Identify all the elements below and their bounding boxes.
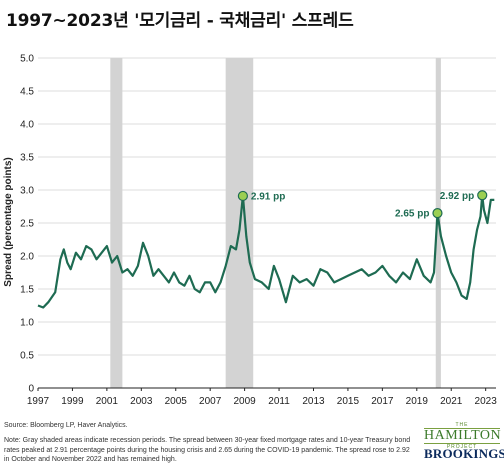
chart-area: 0 0.5 1.0 1.5 2.0 2.5 3.0 3.5 4.0 4.5 5.0 1997 1999… xyxy=(3,54,497,408)
x-tick-label: 1999 xyxy=(61,396,84,407)
x-tick-label: 2017 xyxy=(371,396,394,407)
y-tick-label: 2.5 xyxy=(20,219,34,230)
y-axis-label: Spread (percentage points) xyxy=(3,157,14,286)
hamilton-project-logo: THE HAMILTON PROJECT xyxy=(424,422,502,450)
annotation-label: 2.91 pp xyxy=(251,191,285,202)
x-tick-label: 2009 xyxy=(233,396,256,407)
note-text: Note: Gray shaded areas indicate recessi… xyxy=(4,437,411,463)
y-tick-label: 1.0 xyxy=(20,318,34,329)
source-text: Source: Bloomberg LP, Haver Analytics. xyxy=(4,422,128,429)
y-tick-label: 3.5 xyxy=(20,153,34,164)
x-tick-label: 1997 xyxy=(27,396,50,407)
x-tick-label: 2023 xyxy=(475,396,498,407)
recession-band xyxy=(110,58,123,388)
series-line xyxy=(37,194,495,309)
x-tick-label: 2005 xyxy=(165,396,188,407)
y-tick-label: 5.0 xyxy=(20,54,34,65)
annotations: 2.91 pp 2.65 pp 2.92 pp xyxy=(237,190,488,220)
y-tick-label: 0.5 xyxy=(20,351,34,362)
annotation-label: 2.92 pp xyxy=(440,191,474,202)
brookings-logo: BROOKINGS xyxy=(424,446,504,461)
x-tick-label: 2021 xyxy=(440,396,463,407)
grid-lines xyxy=(38,57,496,356)
x-tick-label: 2003 xyxy=(130,396,153,407)
annotation-marker xyxy=(432,208,443,219)
y-tick-label: 3.0 xyxy=(20,186,34,197)
y-tick-label: 4.5 xyxy=(20,87,34,98)
x-tick-label: 2019 xyxy=(406,396,429,407)
y-tick-labels: 0 0.5 1.0 1.5 2.0 2.5 3.0 3.5 4.0 4.5 5.0 xyxy=(20,54,34,395)
y-tick-label: 2.0 xyxy=(20,252,34,263)
x-tick-label: 2013 xyxy=(302,396,325,407)
x-tick-labels: 1997 1999 2001 2003 2005 2007 2009 2011 2013 2015… xyxy=(27,388,497,407)
y-tick-label: 0 xyxy=(28,384,34,395)
x-tick-label: 2011 xyxy=(268,396,290,407)
annotation-label: 2.65 pp xyxy=(395,209,429,220)
y-tick-label: 1.5 xyxy=(20,285,34,296)
annotation-marker xyxy=(237,190,248,202)
x-tick-label: 2007 xyxy=(199,396,222,407)
y-tick-label: 4.0 xyxy=(20,120,34,131)
x-tick-label: 2001 xyxy=(96,396,119,407)
x-tick-label: 2015 xyxy=(337,396,360,407)
annotation-marker xyxy=(477,190,488,201)
chart-title: 1997~2023년 '모기금리 - 국채금리' 스프레드 xyxy=(6,11,354,31)
